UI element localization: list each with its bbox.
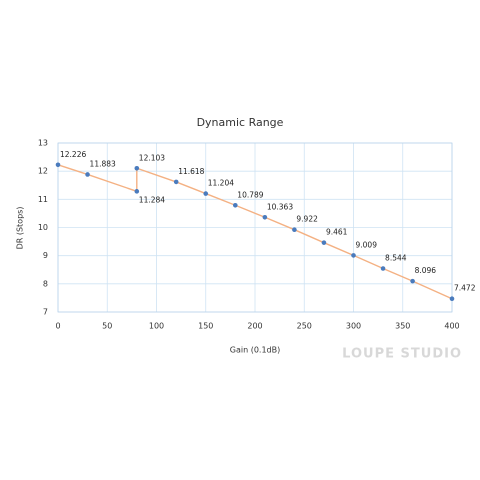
- marker: [134, 189, 140, 194]
- chart-title: Dynamic Range: [197, 116, 284, 129]
- data-label: 7.472: [454, 284, 476, 293]
- y-axis-label: DR (Stops): [16, 207, 25, 250]
- data-label: 8.096: [415, 266, 437, 275]
- data-label: 11.883: [90, 159, 116, 168]
- line: [57, 164, 453, 300]
- data-label: 9.009: [356, 240, 378, 249]
- y-tick-label: 10: [38, 223, 48, 232]
- x-tick-label: 250: [297, 322, 312, 331]
- x-tick-label: 350: [395, 322, 410, 331]
- marker: [410, 278, 415, 284]
- marker: [351, 253, 356, 258]
- x-tick-label: 0: [55, 322, 60, 331]
- data-label: 9.461: [326, 228, 348, 237]
- marker: [449, 296, 455, 302]
- marker: [233, 202, 238, 208]
- data-label: 11.618: [178, 167, 204, 176]
- plot-frame: [57, 142, 453, 313]
- x-tick-label: 200: [247, 322, 262, 331]
- x-axis-label: Gain (0.1dB): [230, 346, 280, 355]
- marker: [134, 165, 140, 171]
- y-tick-label: 9: [43, 251, 48, 260]
- watermark: LOUPE STUDIO: [342, 347, 462, 362]
- x-tick-label: 300: [346, 322, 361, 331]
- x-tick-label: 400: [444, 322, 459, 331]
- data-label: 8.544: [385, 254, 407, 263]
- data-label: 10.789: [237, 190, 263, 199]
- x-tick-label: 150: [198, 322, 213, 331]
- data-label: 11.284: [139, 195, 165, 204]
- marker: [203, 191, 209, 196]
- y-tick-label: 13: [38, 139, 48, 148]
- data-label: 10.363: [267, 202, 293, 211]
- marker: [292, 227, 297, 232]
- marker: [85, 172, 90, 177]
- marker: [55, 162, 61, 168]
- marker: [321, 240, 327, 245]
- x-tick-label: 50: [102, 322, 112, 331]
- x-tick-label: 100: [149, 322, 164, 331]
- y-tick-label: 12: [38, 167, 48, 176]
- y-tick-label: 7: [43, 308, 48, 317]
- y-tick-label: 11: [38, 195, 48, 204]
- data-label: 11.204: [208, 179, 234, 188]
- marker: [173, 179, 179, 185]
- data-label: 9.922: [296, 215, 318, 224]
- marker: [262, 214, 268, 220]
- data-label: 12.226: [60, 150, 86, 159]
- y-tick-label: 8: [43, 279, 48, 288]
- data-label: 12.103: [139, 153, 165, 162]
- marker: [380, 266, 386, 271]
